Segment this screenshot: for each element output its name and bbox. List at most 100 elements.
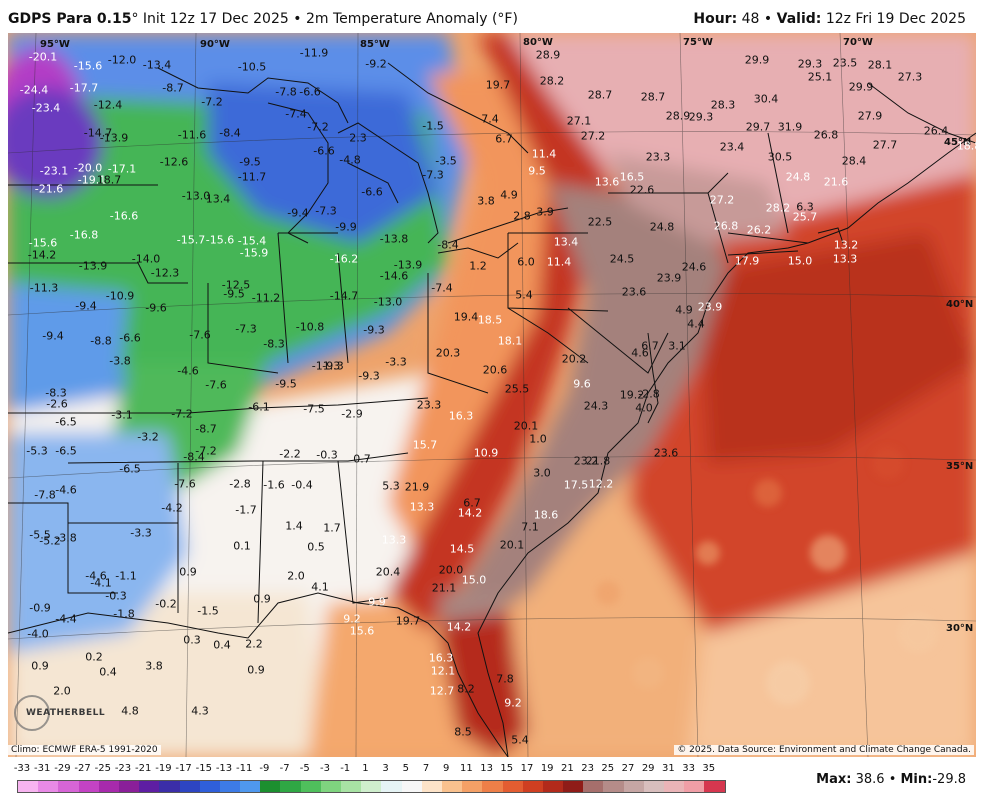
legend-tick-label: 27	[621, 763, 635, 774]
anomaly-value: 15.0	[787, 254, 813, 268]
degree-symbol: °	[131, 11, 139, 27]
legend-swatch	[341, 781, 362, 792]
legend-swatch	[58, 781, 79, 792]
anomaly-value: -7.8	[34, 488, 56, 502]
anomaly-value: 4.4	[687, 317, 705, 331]
anomaly-value: -17.7	[69, 81, 99, 95]
legend-swatch	[684, 781, 705, 792]
legend-swatch	[219, 781, 241, 792]
legend-swatch	[260, 781, 281, 792]
anomaly-value: -2.2	[279, 447, 301, 461]
anomaly-value: -11.3	[311, 359, 341, 373]
anomaly-value: -8.8	[90, 334, 112, 348]
legend-tick-label: 5	[402, 763, 409, 774]
anomaly-value: 13.3	[832, 252, 858, 266]
legend-swatch	[199, 781, 220, 792]
legend-swatch	[502, 781, 523, 792]
latitude-label: 30°N	[946, 623, 974, 634]
anomaly-value: 17.5	[563, 478, 589, 492]
legend-swatch	[78, 781, 99, 792]
anomaly-value: 4.6	[631, 346, 649, 360]
anomaly-value: 28.7	[640, 90, 666, 104]
logo-ring-icon	[14, 695, 50, 731]
anomaly-value: 23.2	[573, 454, 599, 468]
anomaly-value: 19.7	[395, 614, 421, 628]
anomaly-value: 9.5	[528, 164, 546, 178]
anomaly-value: 3.0	[533, 466, 551, 480]
anomaly-value: -7.6	[205, 378, 227, 392]
anomaly-value: 26.8	[713, 219, 739, 233]
anomaly-value: -7.5	[303, 402, 325, 416]
anomaly-value: -17.1	[107, 162, 137, 176]
legend-tick-label: 33	[682, 763, 695, 774]
anomaly-value: -2.6	[46, 397, 68, 411]
anomaly-value: 0.5	[307, 540, 325, 554]
anomaly-value: 27.2	[580, 129, 606, 143]
anomaly-value: -14.0	[131, 252, 161, 266]
anomaly-value: -3.3	[385, 355, 407, 369]
longitude-label: 90°W	[200, 39, 230, 50]
anomaly-value: -7.6	[189, 328, 211, 342]
anomaly-value: 16.5	[619, 170, 645, 184]
anomaly-value: 30.4	[753, 92, 779, 106]
anomaly-value: 8.5	[454, 725, 472, 739]
latitude-label: 40°N	[946, 299, 974, 310]
anomaly-value: 3.9	[536, 205, 554, 219]
legend-tick-label: 15	[500, 763, 514, 774]
legend-tick-label: 21	[561, 763, 574, 774]
anomaly-value: -9.4	[287, 206, 309, 220]
anomaly-value: 24.3	[583, 399, 609, 413]
anomaly-value: -0.2	[155, 597, 177, 611]
anomaly-value: 0.2	[85, 650, 103, 664]
anomaly-value: 0.7	[353, 452, 371, 466]
anomaly-value: 14.2	[457, 506, 483, 520]
anomaly-value: -9.2	[365, 57, 387, 71]
anomaly-value: -15.6	[205, 233, 235, 247]
legend-tick-label: -17	[175, 763, 192, 774]
anomaly-value: -7.8	[275, 85, 297, 99]
legend-tick-label: 23	[581, 763, 594, 774]
anomaly-value: -9.5	[239, 155, 261, 169]
anomaly-value: 28.1	[867, 58, 893, 72]
anomaly-value: -6.5	[55, 444, 77, 458]
legend-tick-label: 13	[480, 763, 493, 774]
anomaly-value: -4.2	[161, 501, 183, 515]
color-legend: -33 -31 -29 -27 -25 -23 -21 -19 -17 -15 -13 -11 -9 -7…	[8, 760, 726, 808]
legend-tick-label: 29	[641, 763, 655, 774]
valid-value: 12z Fri 19 Dec 2025	[825, 11, 966, 27]
legend-tick-label: 35	[702, 763, 716, 774]
hour-label: Hour:	[693, 11, 738, 27]
anomaly-value: 24.8	[649, 220, 675, 234]
anomaly-value: -13.0	[181, 189, 211, 203]
legend-tick-label: -31	[34, 763, 51, 774]
anomaly-value: -2.8	[638, 387, 660, 401]
legend-swatch	[98, 781, 119, 792]
anomaly-value: -8.3	[45, 386, 67, 400]
anomaly-value: 2.3	[349, 131, 367, 145]
header-bullet-1: •	[293, 11, 302, 27]
anomaly-value: -10.5	[237, 60, 267, 74]
anomaly-value: -5.5	[29, 528, 51, 542]
anomaly-value: -14.7	[83, 126, 113, 140]
anomaly-value: 2.8	[513, 209, 531, 223]
anomaly-map: 95°W 90°W 85°W 80°W 75°W 70°W 45°N 40°N 35°N 30°…	[8, 33, 976, 757]
product-name: 2m Temperature Anomaly (°F)	[305, 11, 518, 27]
anomaly-value: 29.9	[744, 53, 770, 67]
anomaly-value: -1.5	[197, 604, 219, 618]
anomaly-value: -7.3	[422, 168, 444, 182]
anomaly-value: 7.8	[496, 672, 514, 686]
anomaly-value: 18.5	[477, 313, 503, 327]
anomaly-value: 2.0	[287, 569, 305, 583]
anomaly-value: -15.6	[73, 59, 103, 73]
anomaly-value: 20.6	[482, 363, 508, 377]
anomaly-value: -6.5	[119, 462, 141, 476]
legend-tick-label: 9	[443, 763, 450, 774]
anomaly-value: -8.7	[195, 422, 217, 436]
anomaly-value: -14.2	[27, 248, 57, 262]
anomaly-value: -15.6	[28, 236, 58, 250]
anomaly-value: -1.5	[422, 119, 444, 133]
anomaly-value: -4.6	[55, 483, 77, 497]
anomaly-value: 1.7	[323, 521, 341, 535]
anomaly-value: 25.7	[792, 210, 818, 224]
anomaly-value: 11.4	[546, 255, 572, 269]
